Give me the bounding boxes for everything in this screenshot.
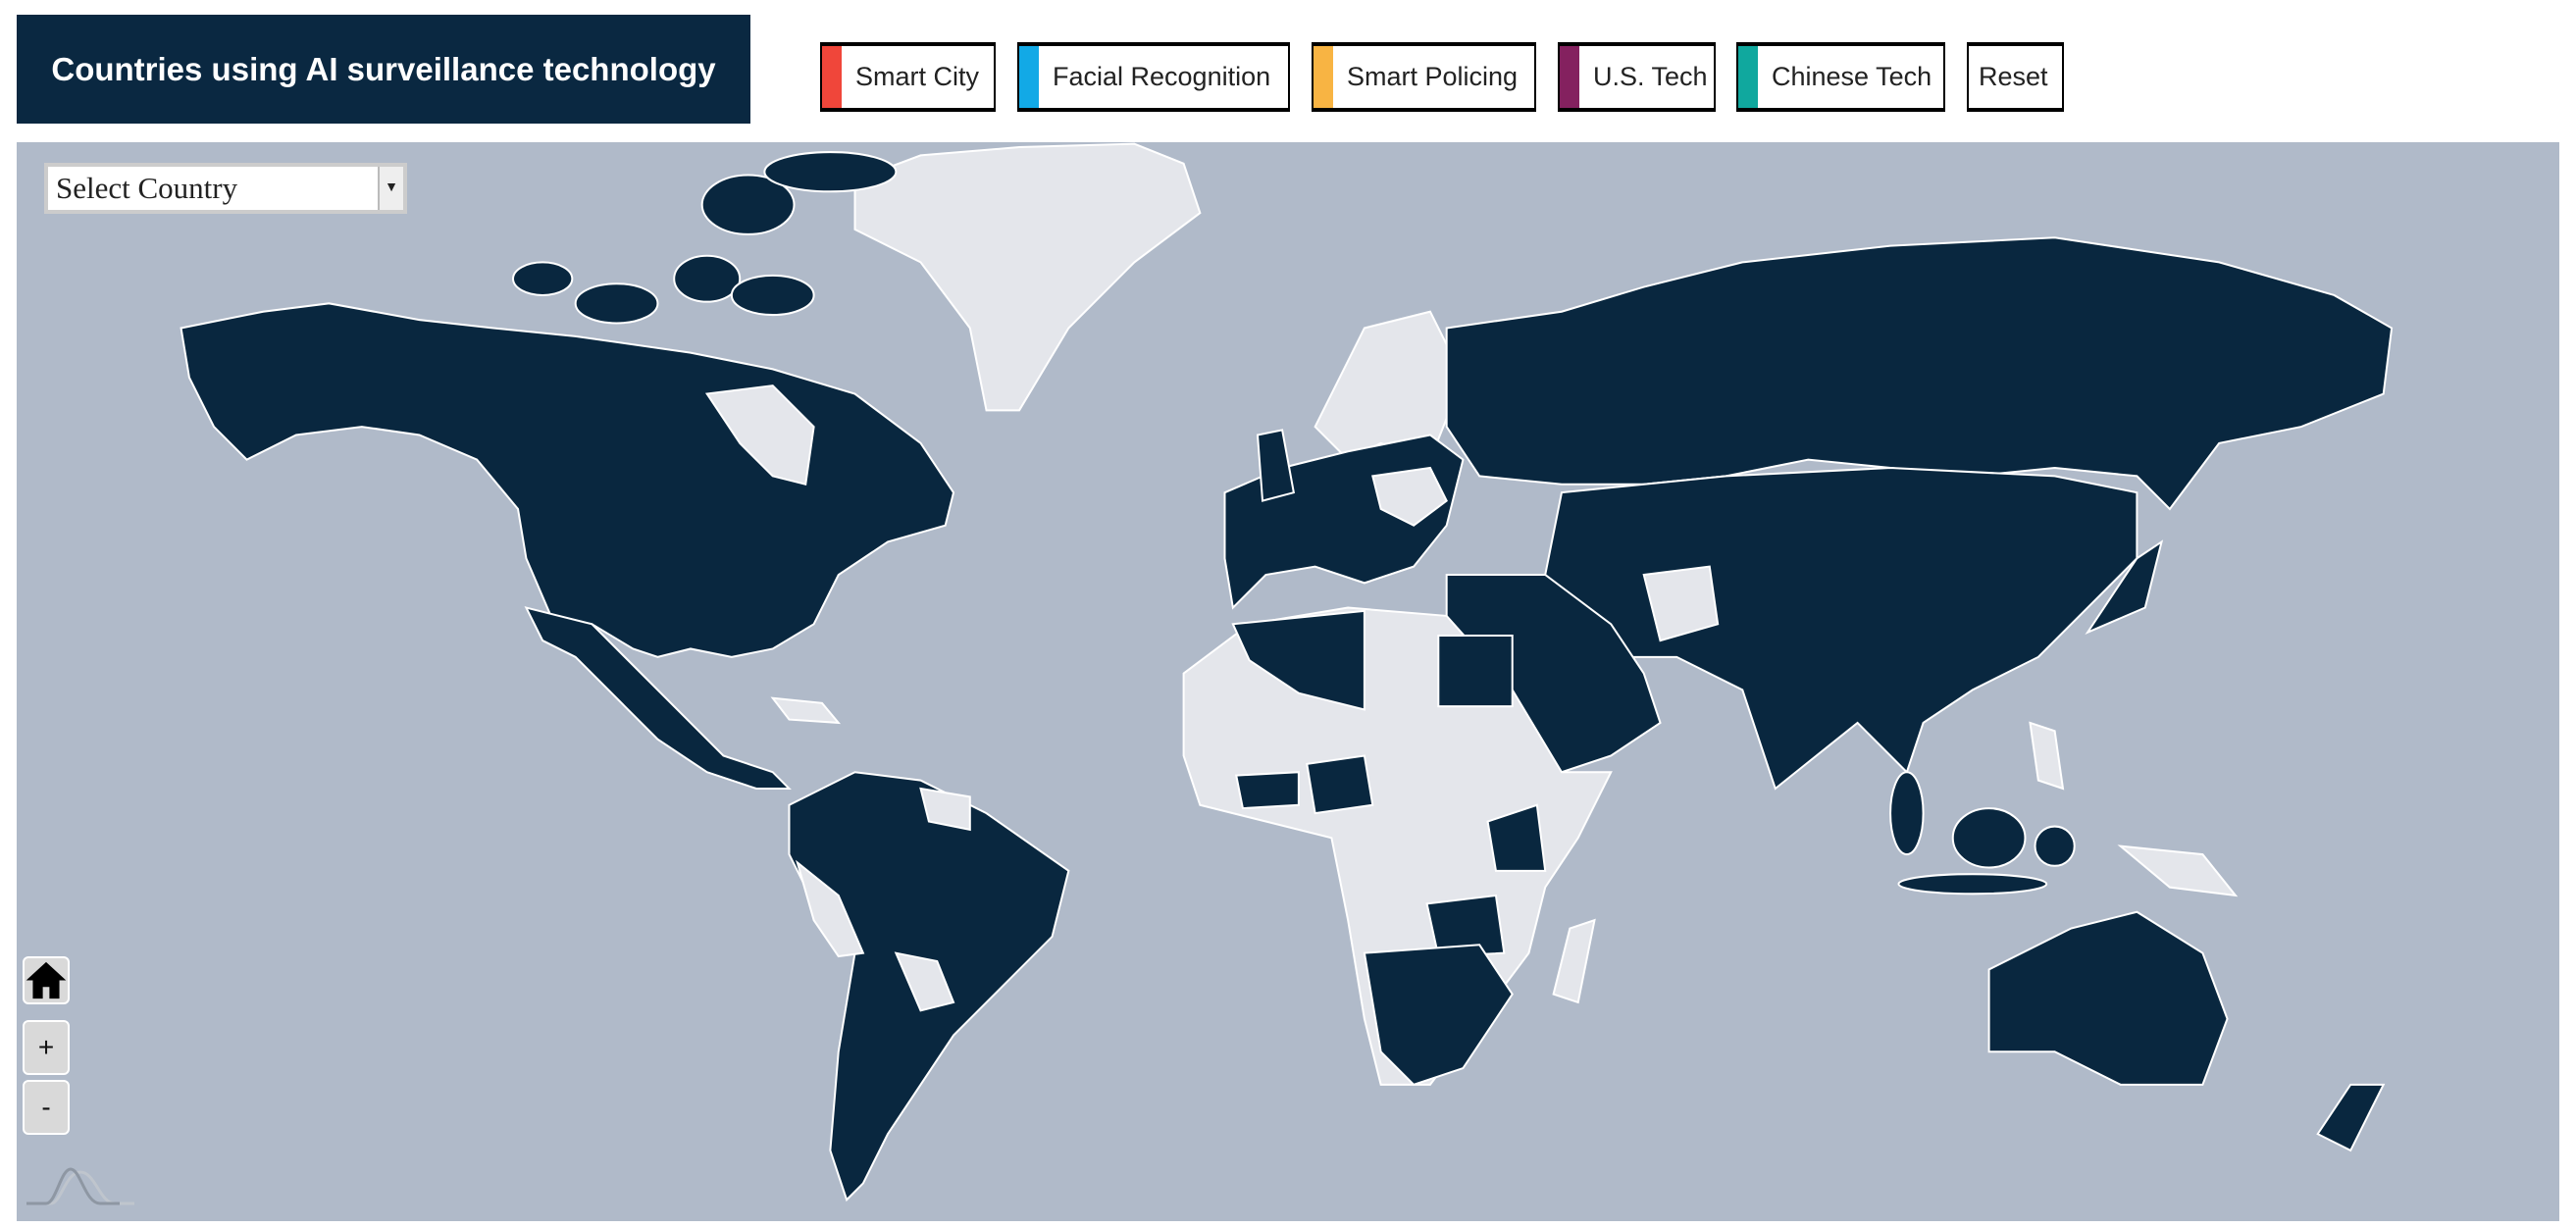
arctic-island[interactable] [763, 151, 898, 193]
egypt[interactable] [1437, 635, 1514, 708]
smart-city-swatch [822, 46, 842, 108]
algeria-morocco[interactable] [1231, 609, 1365, 711]
home-button[interactable] [23, 956, 70, 1004]
southern-africa[interactable] [1363, 944, 1514, 1086]
reset-button[interactable]: Reset [1967, 42, 2064, 112]
united-kingdom[interactable] [1256, 429, 1296, 502]
nigeria[interactable] [1306, 754, 1374, 815]
guianas[interactable] [919, 787, 971, 832]
us-tech-swatch [1560, 46, 1579, 108]
home-icon [26, 961, 67, 999]
filter-label: Chinese Tech [1772, 62, 1932, 91]
world-map[interactable]: Select Country ▼ + - [17, 142, 2559, 1221]
logo-icon [26, 1167, 134, 1205]
japan[interactable] [2085, 539, 2164, 635]
russia[interactable] [1445, 236, 2394, 511]
filter-smart-city-button[interactable]: Smart City [820, 42, 996, 112]
madagascar[interactable] [1552, 918, 1596, 1004]
filter-label: Smart Policing [1347, 62, 1519, 91]
country-select-value: Select Country [56, 171, 238, 205]
australia[interactable] [1987, 910, 2229, 1086]
north-america[interactable] [180, 302, 955, 658]
ivory-coast[interactable] [1235, 771, 1300, 810]
zoom-out-button[interactable]: - [23, 1080, 70, 1135]
scandinavia[interactable] [1314, 310, 1465, 461]
malaysia[interactable] [1889, 771, 1925, 856]
zambia-zimbabwe[interactable] [1425, 894, 1506, 958]
filter-label: Smart City [855, 62, 980, 91]
eastern-europe[interactable] [1371, 466, 1448, 527]
indonesia[interactable] [1897, 873, 2048, 895]
chevron-down-icon[interactable]: ▼ [378, 167, 403, 210]
filter-chinese-tech-button[interactable]: Chinese Tech [1736, 42, 1945, 112]
papua-new-guinea[interactable] [2117, 844, 2239, 897]
hudson-bay [704, 384, 815, 486]
country-select[interactable]: Select Country ▼ [44, 163, 407, 214]
indonesia[interactable] [2034, 825, 2076, 867]
chinese-tech-swatch [1738, 46, 1758, 108]
arctic-island[interactable] [700, 174, 796, 235]
arctic-island[interactable] [673, 254, 742, 303]
map-canvas[interactable] [17, 142, 2559, 1221]
central-america[interactable] [524, 606, 792, 790]
new-zealand[interactable] [2316, 1083, 2386, 1152]
bolivia-paraguay[interactable] [894, 951, 955, 1012]
philippines[interactable] [2029, 721, 2065, 791]
kenya[interactable] [1486, 803, 1547, 872]
greenland[interactable] [853, 142, 1202, 412]
arctic-island[interactable] [511, 261, 574, 296]
arctic-island[interactable] [574, 282, 659, 325]
filter-label: U.S. Tech [1593, 62, 1708, 91]
filter-smart-policing-button[interactable]: Smart Policing [1312, 42, 1536, 112]
afghanistan[interactable] [1642, 565, 1720, 642]
zoom-in-button[interactable]: + [23, 1020, 70, 1075]
peru[interactable] [796, 859, 865, 958]
facial-recognition-swatch [1019, 46, 1039, 108]
indonesia[interactable] [1951, 807, 2027, 869]
filter-label: Facial Recognition [1053, 62, 1271, 91]
page-title: Countries using AI surveillance technolo… [17, 15, 750, 124]
filter-facial-recognition-button[interactable]: Facial Recognition [1017, 42, 1290, 112]
filter-us-tech-button[interactable]: U.S. Tech [1558, 42, 1716, 112]
smart-policing-swatch [1314, 46, 1333, 108]
caribbean[interactable] [770, 696, 842, 725]
arctic-island[interactable] [730, 274, 815, 317]
